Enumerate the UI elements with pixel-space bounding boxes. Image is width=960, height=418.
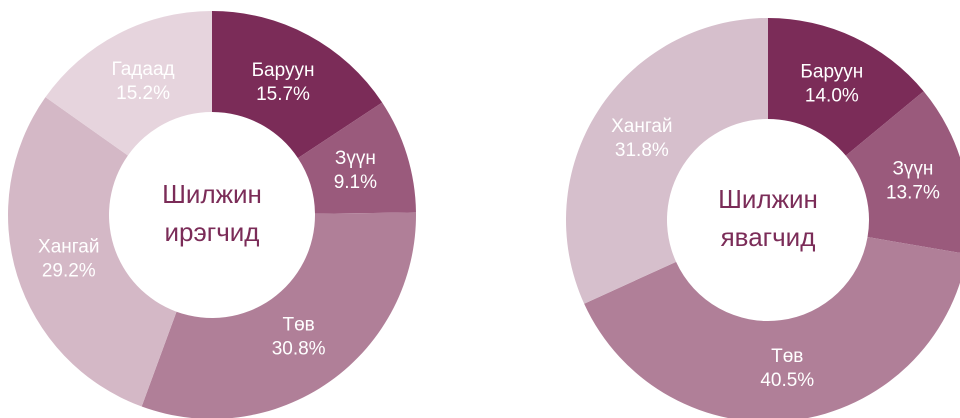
donut-segment <box>8 97 177 407</box>
center-label: Шилжин <box>162 179 262 209</box>
segment-value: 29.2% <box>42 261 96 282</box>
segment-value: 14.0% <box>805 85 859 106</box>
segment-category: Төв <box>771 346 803 367</box>
segment-value: 15.2% <box>116 83 170 104</box>
segment-value: 31.8% <box>615 140 669 161</box>
segment-category: Гадаад <box>112 59 175 80</box>
segment-value: 30.8% <box>272 338 326 359</box>
donut-segment <box>297 102 416 214</box>
segment-category: Баруун <box>252 60 315 81</box>
segment-category: Хангай <box>611 116 672 137</box>
donut-segment <box>584 237 960 418</box>
donut-segment <box>768 18 924 156</box>
segment-category: Зүүн <box>335 148 376 169</box>
donut-segment <box>141 212 416 418</box>
center-label: ирэгчид <box>165 217 260 247</box>
segment-category: Хангай <box>38 237 99 258</box>
donut-segment <box>45 11 212 156</box>
center-label: Шилжин <box>718 184 818 214</box>
segment-category: Төв <box>282 314 314 335</box>
donut-segment <box>845 91 960 253</box>
segment-category: Зүүн <box>892 158 933 179</box>
segment-value: 15.7% <box>256 84 310 105</box>
segment-category: Баруун <box>800 61 863 82</box>
center-label: явагчид <box>721 222 816 252</box>
donut-segment <box>212 11 383 159</box>
donut-segment <box>566 18 768 304</box>
segment-value: 13.7% <box>886 182 940 203</box>
segment-value: 40.5% <box>760 370 814 391</box>
segment-value: 9.1% <box>334 172 377 193</box>
